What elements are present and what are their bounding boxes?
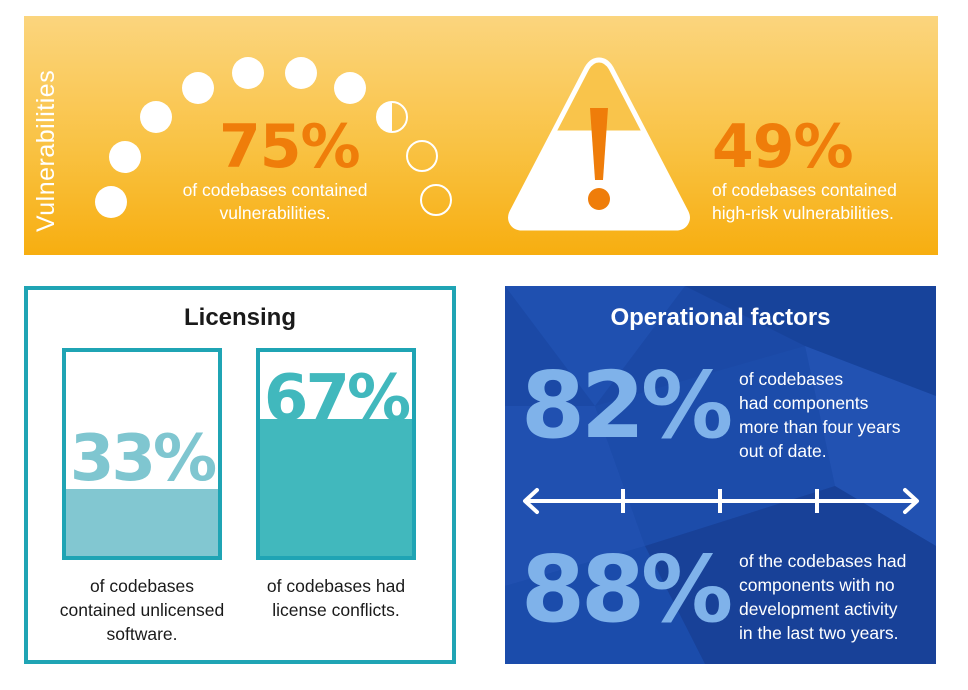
gauge-dot-half [376, 101, 408, 133]
operational-factors-panel: Operational factors 82% of codebases had… [505, 286, 936, 664]
tank-unlicensed: 33% [62, 348, 222, 560]
caption-line: out of date. [739, 441, 827, 461]
caption-line: high-risk vulnerabilities. [712, 203, 894, 223]
licensing-panel: Licensing 33% 67% of codebases contained… [24, 286, 456, 664]
gauge-dot [334, 72, 366, 104]
caption-line: software. [106, 624, 178, 644]
caption-line: development activity [739, 599, 898, 619]
gauge-dot-empty [420, 184, 452, 216]
tank-fill [260, 419, 412, 556]
stat-75-value: 75% [219, 112, 361, 182]
caption-line: of codebases contained [712, 180, 897, 200]
stat-82-value: 82% [521, 352, 733, 459]
caption-line: contained unlicensed [59, 600, 225, 620]
stat-88-value: 88% [521, 536, 733, 643]
vulnerabilities-panel: Vulnerabilities 75% of codebases contain… [24, 16, 938, 255]
stat-82-caption: of codebases had components more than fo… [739, 367, 929, 463]
stat-49-caption: of codebases contained high-risk vulnera… [712, 179, 932, 225]
tank-conflicts-caption: of codebases had license conflicts. [241, 574, 431, 622]
tank-unlicensed-value: 33% [69, 422, 217, 496]
caption-line: in the last two years. [739, 623, 899, 643]
gauge-dot [232, 57, 264, 89]
tank-fill [66, 488, 218, 556]
gauge-dot [109, 141, 141, 173]
caption-line: of codebases contained [182, 180, 368, 200]
caption-line: had components [739, 393, 869, 413]
stat-49-value: 49% [712, 112, 854, 182]
dots-gauge-icon [95, 57, 452, 218]
licensing-title: Licensing [183, 304, 297, 331]
tank-conflicts-value: 67% [263, 362, 411, 436]
caption-line: of codebases [89, 576, 195, 596]
caption-line: of the codebases had [739, 551, 907, 571]
gauge-dot [285, 57, 317, 89]
caption-line: components with no [739, 575, 895, 595]
tank-unlicensed-caption: of codebases contained unlicensed softwa… [47, 574, 237, 646]
caption-line: more than four years [739, 417, 901, 437]
timeline-arrow-icon [523, 488, 919, 514]
gauge-dot-empty [406, 140, 438, 172]
gauge-dot [182, 72, 214, 104]
stat-88-caption: of the codebases had components with no … [739, 549, 934, 645]
polygon-background [505, 286, 936, 664]
gauge-dot [95, 186, 127, 218]
stat-75-caption: of codebases contained vulnerabilities. [175, 179, 375, 225]
caption-line: vulnerabilities. [219, 203, 331, 223]
caption-line: of codebases had [266, 576, 406, 596]
warning-triangle-icon [508, 57, 690, 231]
caption-line: of codebases [739, 369, 844, 389]
gauge-dot [140, 101, 172, 133]
caption-line: license conflicts. [272, 600, 400, 620]
operational-title: Operational factors [610, 304, 831, 331]
tank-conflicts: 67% [256, 348, 416, 560]
